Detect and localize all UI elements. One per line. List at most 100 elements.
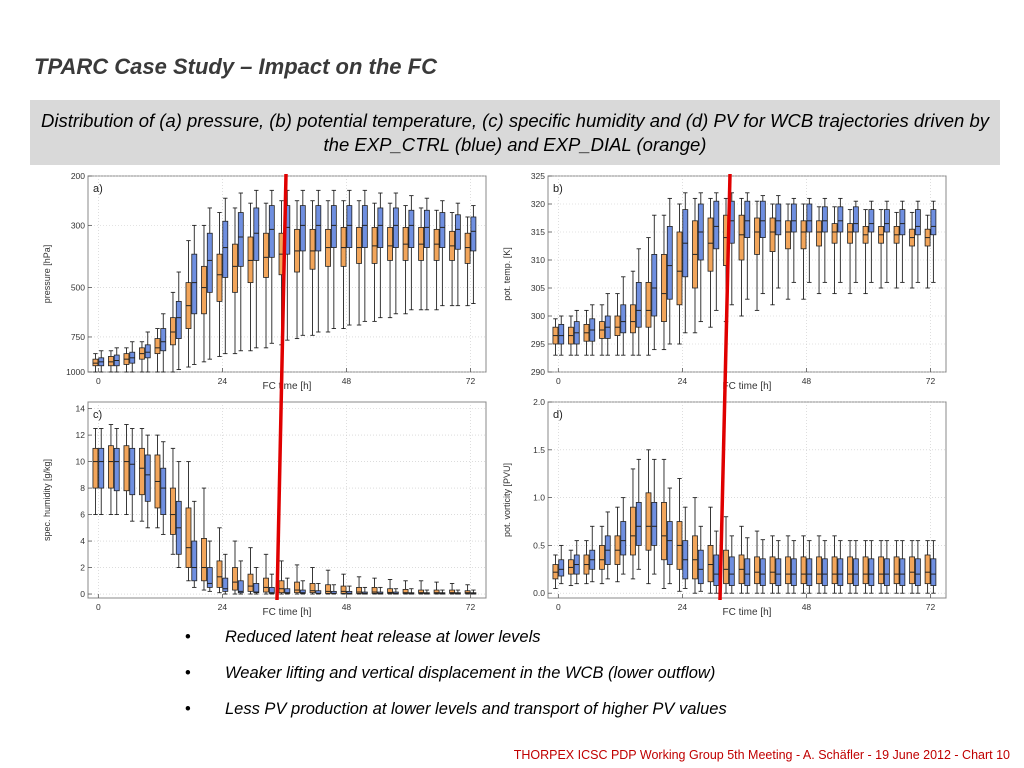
box-orange-t66 xyxy=(893,540,900,594)
box-orange-t30 xyxy=(247,547,254,595)
box-orange-t57 xyxy=(847,209,853,295)
box-iqr xyxy=(129,447,136,496)
box-orange-t63 xyxy=(878,540,884,594)
box-iqr xyxy=(744,200,751,239)
box-blue-t24 xyxy=(682,506,689,589)
box-iqr xyxy=(676,231,683,306)
box-blue-t51 xyxy=(361,586,368,595)
box-orange-t27 xyxy=(692,197,698,334)
y-tick-label: 1000 xyxy=(66,367,85,377)
box-orange-t54 xyxy=(371,577,378,595)
box-iqr xyxy=(754,556,760,585)
box-orange-t39 xyxy=(294,200,300,340)
box-orange-t15 xyxy=(630,270,636,356)
box-blue-t51 xyxy=(361,189,368,322)
y-tick-label: 295 xyxy=(531,339,545,349)
box-iqr xyxy=(371,587,378,594)
box-iqr xyxy=(237,212,244,267)
box-blue-t57 xyxy=(852,200,859,283)
box-iqr xyxy=(620,521,627,556)
box-orange-t57 xyxy=(387,579,393,595)
box-iqr xyxy=(154,338,161,355)
box-iqr xyxy=(232,243,238,293)
box-orange-t72 xyxy=(924,214,931,289)
box-blue-t36 xyxy=(744,192,751,300)
box-iqr xyxy=(268,587,275,594)
box-orange-t15 xyxy=(170,291,176,373)
x-tick-label: 72 xyxy=(466,602,476,612)
box-blue-t9 xyxy=(144,331,151,373)
box-orange-t45 xyxy=(785,535,791,594)
box-iqr xyxy=(666,521,673,565)
box-orange-t0 xyxy=(92,353,99,373)
box-iqr xyxy=(232,567,238,591)
box-blue-t6 xyxy=(589,525,596,583)
box-iqr xyxy=(914,209,921,236)
box-blue-t6 xyxy=(129,428,136,522)
box-blue-t15 xyxy=(175,271,182,370)
box-blue-t21 xyxy=(206,207,213,360)
box-iqr xyxy=(738,214,745,261)
box-iqr xyxy=(728,556,735,586)
box-blue-t0 xyxy=(98,428,105,516)
box-iqr xyxy=(930,209,937,236)
box-blue-t60 xyxy=(408,195,415,311)
box-iqr xyxy=(439,212,446,248)
x-tick-label: 0 xyxy=(96,376,101,386)
box-orange-t27 xyxy=(232,540,238,595)
box-iqr xyxy=(723,549,729,585)
box-orange-t48 xyxy=(340,200,347,330)
box-blue-t27 xyxy=(237,192,244,352)
box-blue-t21 xyxy=(666,197,673,345)
box-blue-t18 xyxy=(191,224,198,365)
box-blue-t63 xyxy=(883,200,890,283)
box-iqr xyxy=(222,577,229,592)
y-tick-label: 12 xyxy=(76,430,86,440)
panel-c: 0 2 4 6 8 10 12 14 0 24 48 72 FC time [h] spec. humid… xyxy=(38,396,490,627)
box-iqr xyxy=(837,206,844,233)
box-iqr xyxy=(775,203,782,236)
box-orange-t12 xyxy=(614,506,621,583)
box-iqr xyxy=(645,492,652,551)
box-blue-t3 xyxy=(113,428,120,516)
box-iqr xyxy=(392,207,399,248)
box-blue-t54 xyxy=(837,540,844,594)
box-blue-t69 xyxy=(914,540,921,594)
box-blue-t42 xyxy=(775,195,782,289)
x-tick-label: 48 xyxy=(342,602,352,612)
box-iqr xyxy=(402,588,409,594)
box-orange-t3 xyxy=(108,350,114,373)
box-orange-t39 xyxy=(294,564,300,595)
box-orange-t42 xyxy=(309,567,316,595)
y-axis-label: pressure [hPa] xyxy=(42,245,52,304)
y-tick-label: 8 xyxy=(80,483,85,493)
box-orange-t36 xyxy=(738,197,745,317)
x-tick-label: 72 xyxy=(926,602,936,612)
box-orange-t66 xyxy=(893,211,900,289)
box-orange-t15 xyxy=(170,447,176,555)
box-orange-t12 xyxy=(614,293,621,356)
box-orange-t3 xyxy=(568,315,574,356)
box-iqr xyxy=(361,205,368,248)
box-blue-t72 xyxy=(930,200,937,283)
box-orange-t27 xyxy=(232,207,238,355)
y-tick-label: 320 xyxy=(531,199,545,209)
box-blue-t66 xyxy=(899,540,906,594)
box-iqr xyxy=(754,217,760,255)
box-blue-t69 xyxy=(454,202,461,307)
box-iqr xyxy=(558,323,565,345)
box-iqr xyxy=(247,573,254,592)
box-iqr xyxy=(744,558,751,586)
box-blue-t45 xyxy=(790,540,797,594)
box-blue-t9 xyxy=(604,511,611,580)
box-orange-t66 xyxy=(433,209,440,311)
box-orange-t30 xyxy=(247,202,254,352)
box-blue-t30 xyxy=(253,189,260,349)
box-blue-t69 xyxy=(914,200,921,283)
box-blue-t69 xyxy=(454,589,461,595)
box-blue-t15 xyxy=(635,248,642,356)
box-orange-t9 xyxy=(139,341,145,373)
box-orange-t9 xyxy=(599,304,605,356)
chart-a-pressure: 200 300 500 750 1000 0 24 48 72 FC time [h] pressu… xyxy=(42,171,487,392)
box-iqr xyxy=(201,265,207,315)
